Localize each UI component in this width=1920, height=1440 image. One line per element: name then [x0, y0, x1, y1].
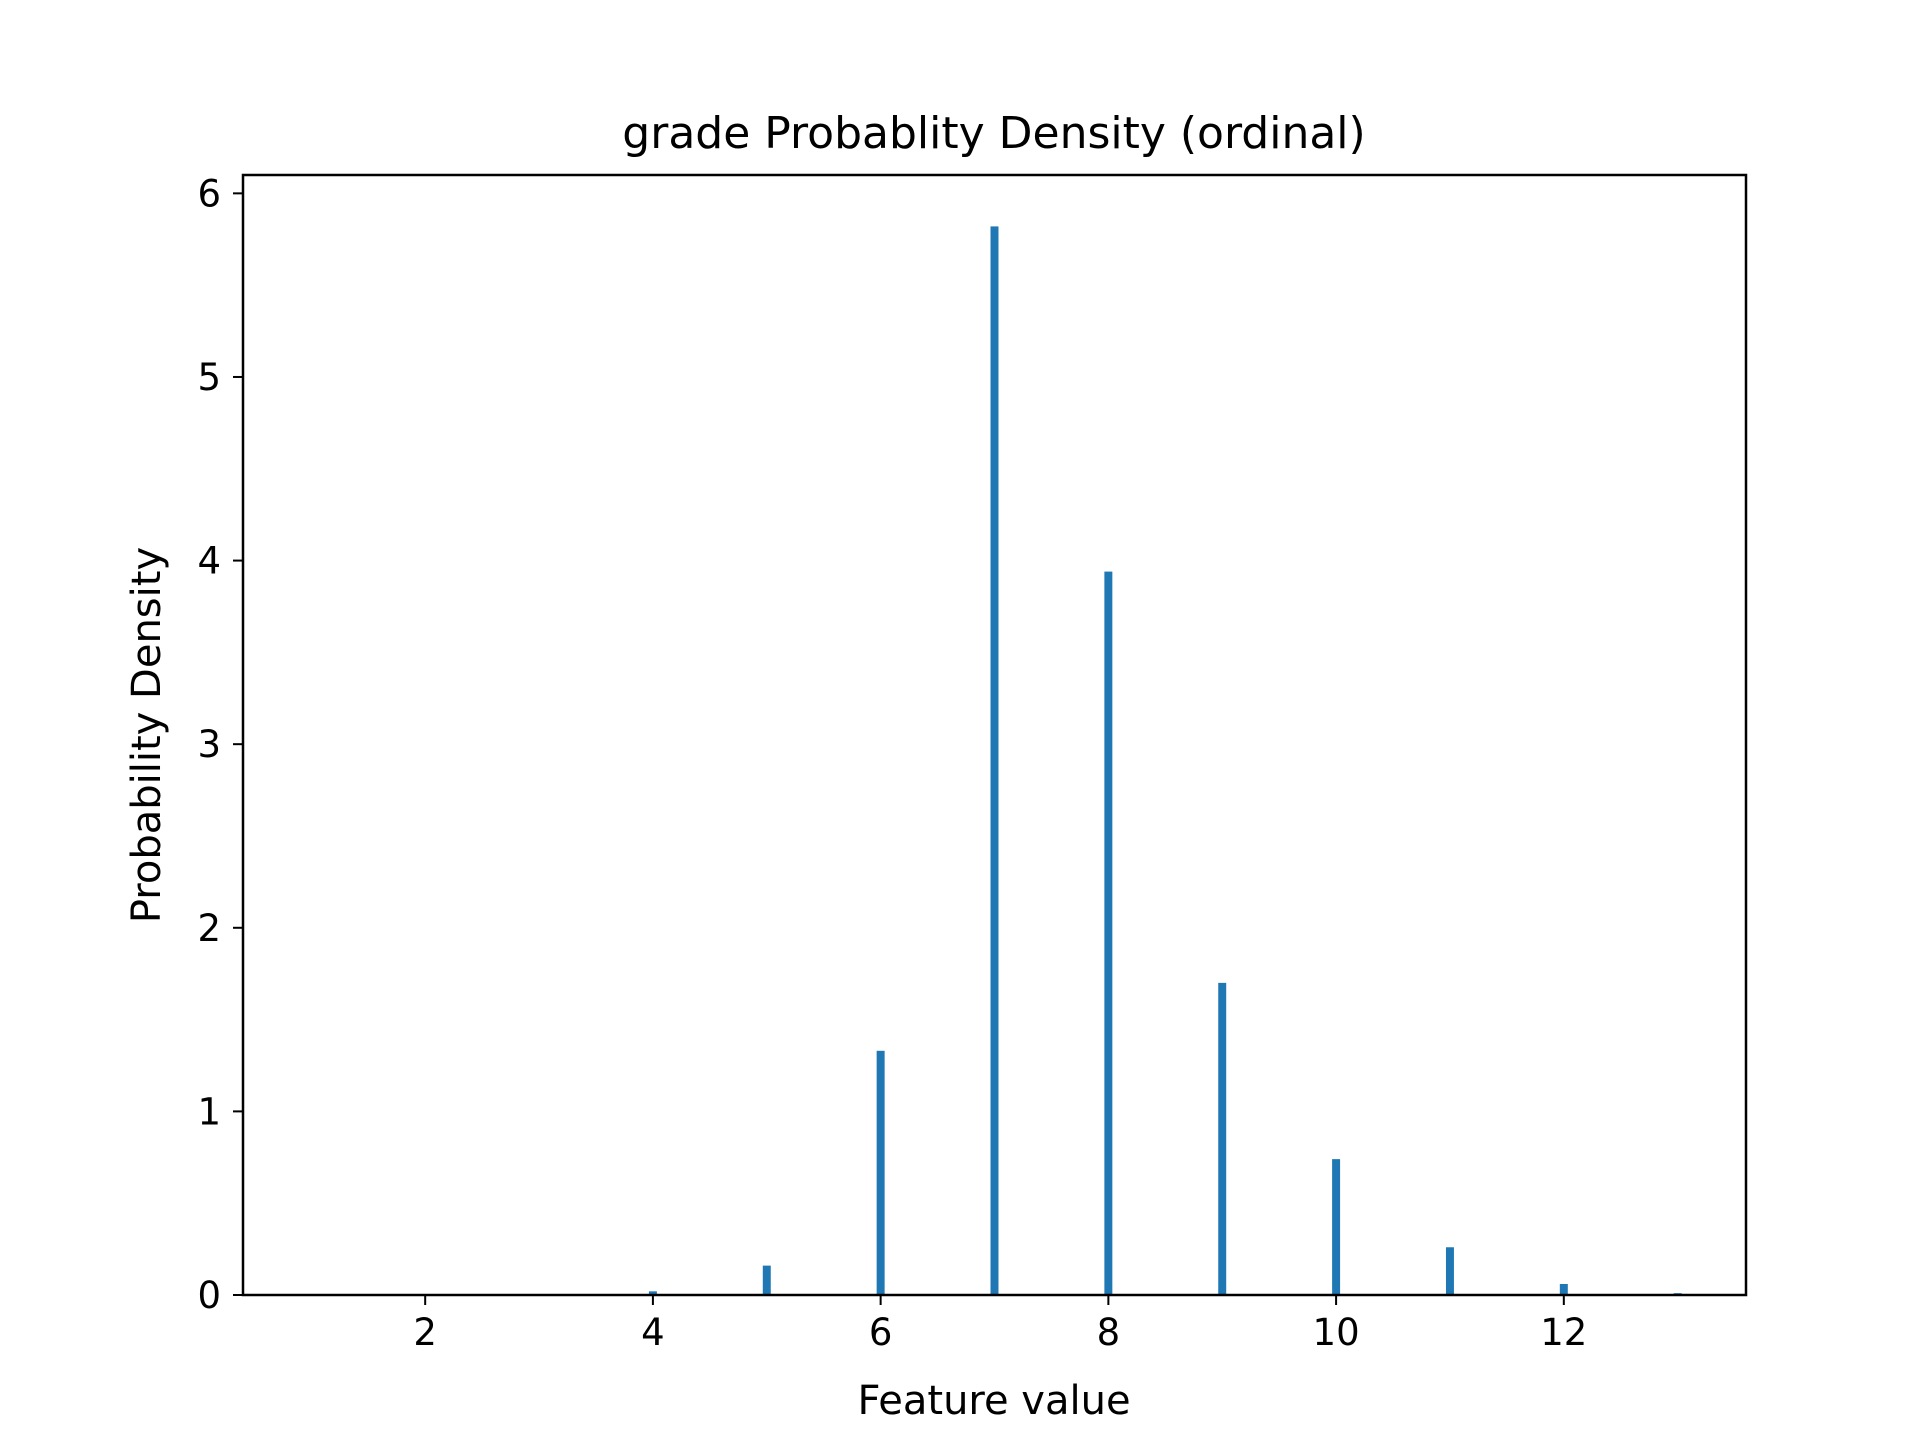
y-axis: 0 1 2 3 4 5 6 — [197, 172, 243, 1317]
bar — [876, 1050, 885, 1295]
y-axis-label: Probability Density — [124, 547, 170, 923]
bar — [1559, 1283, 1568, 1295]
x-tick-label: 6 — [869, 1311, 893, 1354]
x-axis-label: Feature value — [857, 1378, 1130, 1424]
bar — [1218, 982, 1227, 1295]
bar — [648, 1291, 657, 1295]
x-tick-label: 8 — [1097, 1311, 1121, 1354]
y-tick-label: 3 — [197, 723, 221, 766]
plot-frame — [241, 173, 1748, 1297]
bar — [1445, 1247, 1454, 1295]
bar — [1104, 571, 1113, 1295]
x-axis: 2 4 6 8 10 12 — [413, 1295, 1587, 1354]
bar — [990, 226, 999, 1295]
bar — [762, 1265, 771, 1295]
x-tick-label: 10 — [1313, 1311, 1360, 1354]
bar — [1332, 1159, 1341, 1295]
x-tick-label: 2 — [413, 1311, 437, 1354]
y-tick-label: 6 — [197, 172, 221, 215]
y-tick-label: 2 — [197, 907, 221, 950]
y-tick-label: 0 — [197, 1274, 221, 1317]
y-tick-label: 4 — [197, 540, 221, 583]
y-tick-label: 5 — [197, 356, 221, 399]
chart-title: grade Probablity Density (ordinal) — [622, 108, 1365, 159]
x-tick-label: 12 — [1540, 1311, 1587, 1354]
bar-group — [535, 226, 1682, 1295]
x-tick-label: 4 — [641, 1311, 665, 1354]
y-tick-label: 1 — [197, 1090, 221, 1133]
